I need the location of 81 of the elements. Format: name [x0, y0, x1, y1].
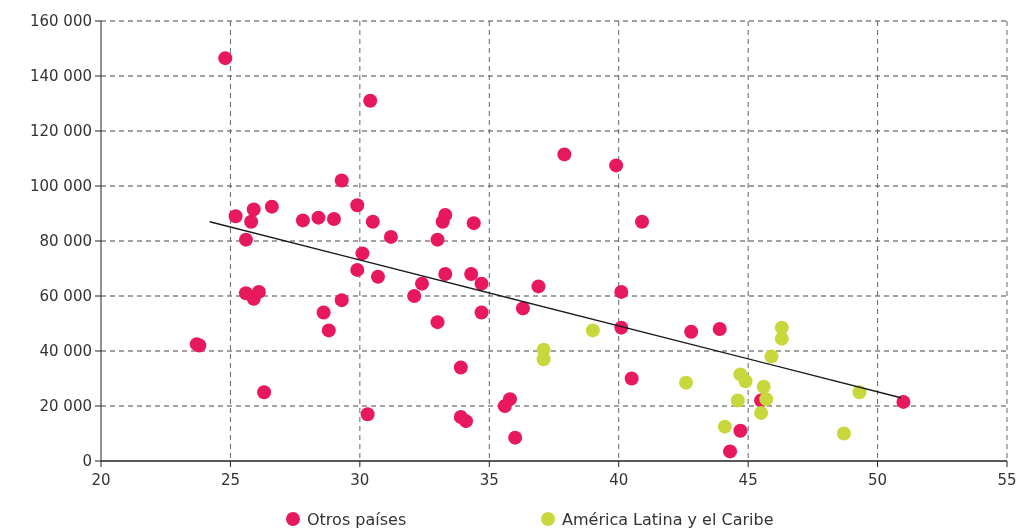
point — [246, 202, 261, 217]
point — [350, 262, 365, 277]
point — [508, 430, 523, 445]
y-tick-label: 140 000 — [29, 67, 92, 86]
point — [355, 246, 370, 261]
y-tick-label: 20 000 — [39, 397, 92, 416]
x-tick-label: 55 — [997, 471, 1017, 489]
point — [311, 210, 326, 225]
point — [295, 213, 310, 228]
point — [764, 349, 779, 364]
point — [438, 267, 453, 281]
point — [679, 375, 694, 390]
point — [244, 214, 259, 229]
point — [474, 276, 489, 291]
point — [238, 232, 253, 247]
point — [334, 293, 349, 308]
y-tick-label: 160 000 — [29, 12, 92, 31]
point — [502, 392, 517, 407]
y-tick-label: 0 — [82, 452, 92, 471]
legend-label: América Latina y el Caribe — [562, 509, 774, 529]
point — [251, 284, 266, 299]
y-tick-label: 80 000 — [39, 232, 92, 251]
x-tick-label: 40 — [609, 471, 629, 489]
point — [754, 405, 769, 420]
point — [257, 385, 272, 400]
point — [733, 423, 748, 438]
point — [383, 229, 398, 244]
point — [684, 324, 699, 339]
x-tick-label: 50 — [868, 471, 888, 489]
y-tick-label: 40 000 — [39, 342, 92, 361]
point — [334, 173, 349, 188]
point — [360, 407, 375, 422]
x-tick-label: 30 — [350, 471, 370, 489]
point — [852, 385, 867, 400]
point — [474, 305, 489, 320]
point — [464, 267, 479, 281]
x-tick-label: 20 — [91, 471, 111, 489]
point — [407, 289, 422, 303]
point — [759, 392, 774, 407]
point — [264, 199, 279, 214]
point — [635, 214, 650, 229]
point — [321, 323, 336, 338]
point — [836, 426, 851, 441]
point — [365, 214, 380, 229]
point — [585, 323, 600, 338]
point — [326, 212, 341, 226]
y-tick-label: 100 000 — [29, 177, 92, 196]
point — [609, 158, 624, 173]
point — [430, 232, 445, 247]
point — [756, 379, 771, 394]
point — [218, 51, 233, 66]
point — [738, 374, 753, 389]
point — [717, 419, 732, 434]
legend-label: Otros países — [307, 509, 407, 529]
point — [624, 371, 639, 386]
point — [363, 93, 378, 108]
point — [723, 444, 738, 459]
point — [228, 209, 243, 224]
point — [730, 393, 745, 408]
point — [438, 207, 453, 222]
point — [531, 279, 546, 294]
x-tick-label: 35 — [479, 471, 499, 489]
point — [350, 198, 365, 213]
point — [536, 352, 551, 367]
point — [774, 331, 789, 346]
point — [614, 284, 629, 299]
point — [557, 147, 572, 162]
point — [430, 315, 445, 330]
point — [458, 414, 473, 429]
point — [414, 276, 429, 291]
point — [515, 301, 530, 316]
y-tick-label: 120 000 — [29, 122, 92, 141]
point — [712, 322, 727, 336]
x-tick-label: 25 — [220, 471, 240, 489]
point — [370, 269, 385, 284]
point — [316, 305, 331, 320]
x-tick-label: 45 — [738, 471, 758, 489]
point — [453, 360, 468, 375]
y-tick-label: 60 000 — [39, 287, 92, 306]
point — [896, 394, 911, 409]
point — [466, 216, 481, 231]
